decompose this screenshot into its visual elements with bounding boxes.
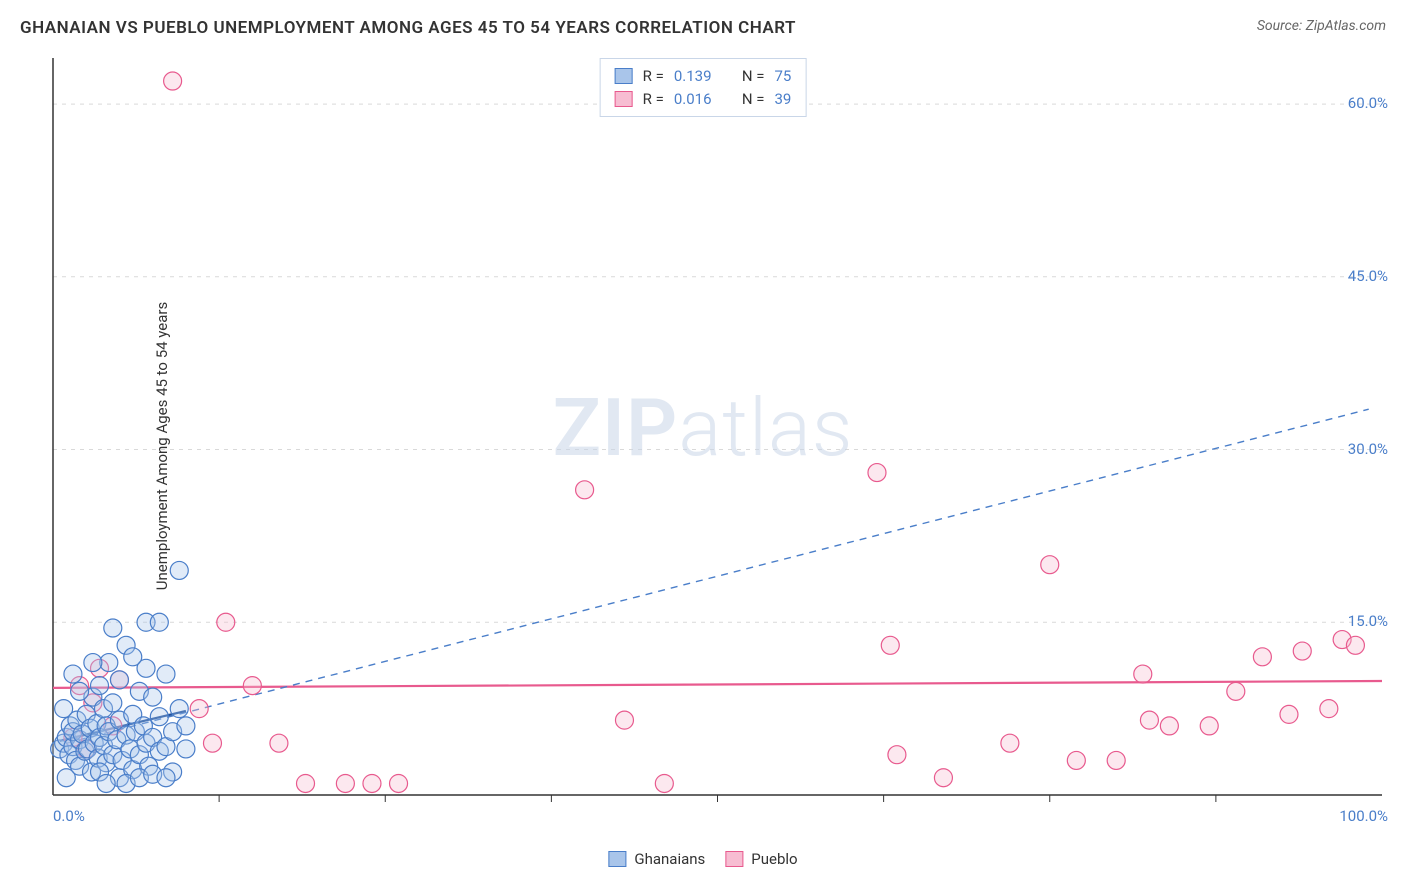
r-label: R = (643, 65, 664, 88)
n-value: 39 (774, 88, 791, 111)
y-tick-label: 15.0% (1348, 612, 1388, 630)
series-legend: Ghanaians Pueblo (608, 850, 797, 868)
legend-label: Ghanaians (634, 850, 705, 868)
y-tick-label: 30.0% (1348, 440, 1388, 458)
plot-svg (50, 55, 1385, 825)
n-label: N = (742, 88, 765, 111)
legend-label: Pueblo (751, 850, 797, 868)
chart-title: GHANAIAN VS PUEBLO UNEMPLOYMENT AMONG AG… (20, 18, 796, 38)
x-tick-label: 0.0% (53, 807, 85, 825)
swatch-pueblo (615, 91, 633, 107)
y-tick-label: 45.0% (1348, 267, 1388, 285)
n-value: 75 (774, 65, 791, 88)
scatter-plot (50, 55, 1385, 825)
source-label: Source: ZipAtlas.com (1257, 18, 1386, 34)
x-tick-label: 100.0% (1339, 807, 1388, 825)
r-value: 0.139 (674, 65, 724, 88)
legend-item-pueblo: Pueblo (725, 850, 797, 868)
r-value: 0.016 (674, 88, 724, 111)
legend-item-ghanaians: Ghanaians (608, 850, 705, 868)
y-tick-label: 60.0% (1348, 94, 1388, 112)
n-label: N = (742, 65, 765, 88)
legend-row-pueblo: R = 0.016 N = 39 (615, 88, 792, 111)
swatch-ghanaians (615, 68, 633, 84)
swatch-ghanaians (608, 851, 626, 867)
r-label: R = (643, 88, 664, 111)
swatch-pueblo (725, 851, 743, 867)
correlation-legend: R = 0.139 N = 75 R = 0.016 N = 39 (600, 58, 807, 117)
legend-row-ghanaians: R = 0.139 N = 75 (615, 65, 792, 88)
